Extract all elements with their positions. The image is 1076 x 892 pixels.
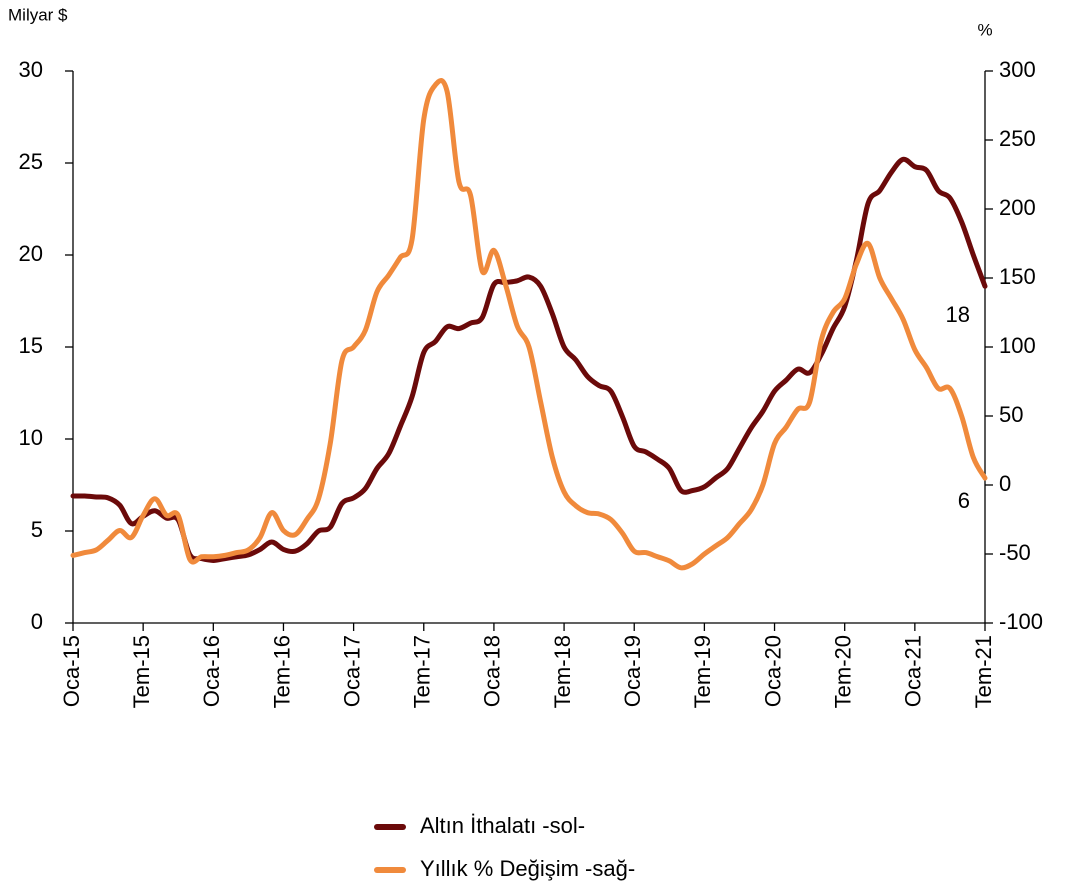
x-tick-label: Tem-15 [129,635,154,708]
line-series [70,156,988,563]
x-tick-label: Tem-17 [410,635,435,708]
x-tick-label: Oca-19 [620,635,645,707]
annotation: 18 [946,302,970,327]
x-tick-label: Tem-16 [269,635,294,708]
y-tick-label: 5 [31,517,43,542]
y2-tick-label: 250 [999,126,1036,151]
x-tick-label: Tem-20 [831,635,856,708]
line-series [70,78,988,571]
x-tick-label: Tem-19 [690,635,715,708]
y2-tick-label: 150 [999,264,1036,289]
y-tick-label: 25 [19,149,43,174]
x-tick-label: Oca-17 [339,635,364,707]
y-tick-label: 0 [31,609,43,634]
legend-label: Yıllık % Değişim -sağ- [420,856,635,881]
y2-tick-label: -50 [999,540,1031,565]
y2-tick-label: -100 [999,609,1043,634]
y-tick-label: 30 [19,57,43,82]
y2-tick-label: 50 [999,402,1023,427]
x-tick-label: Tem-21 [971,635,996,708]
y2-axis-label: % [977,20,992,39]
x-tick-label: Oca-16 [199,635,224,707]
x-tick-label: Oca-21 [901,635,926,707]
x-tick-label: Oca-15 [59,635,84,707]
y2-tick-label: 200 [999,195,1036,220]
y-axis-label: Milyar $ [8,5,68,24]
y2-tick-label: 100 [999,333,1036,358]
x-tick-label: Tem-18 [550,635,575,708]
y-tick-label: 20 [19,241,43,266]
x-tick-label: Oca-20 [760,635,785,707]
y-tick-label: 15 [19,333,43,358]
legend-label: Altın İthalatı -sol- [420,813,585,838]
x-tick-label: Oca-18 [480,635,505,707]
y2-tick-label: 300 [999,57,1036,82]
y-tick-label: 10 [19,425,43,450]
y2-tick-label: 0 [999,471,1011,496]
annotation: 6 [958,488,970,513]
